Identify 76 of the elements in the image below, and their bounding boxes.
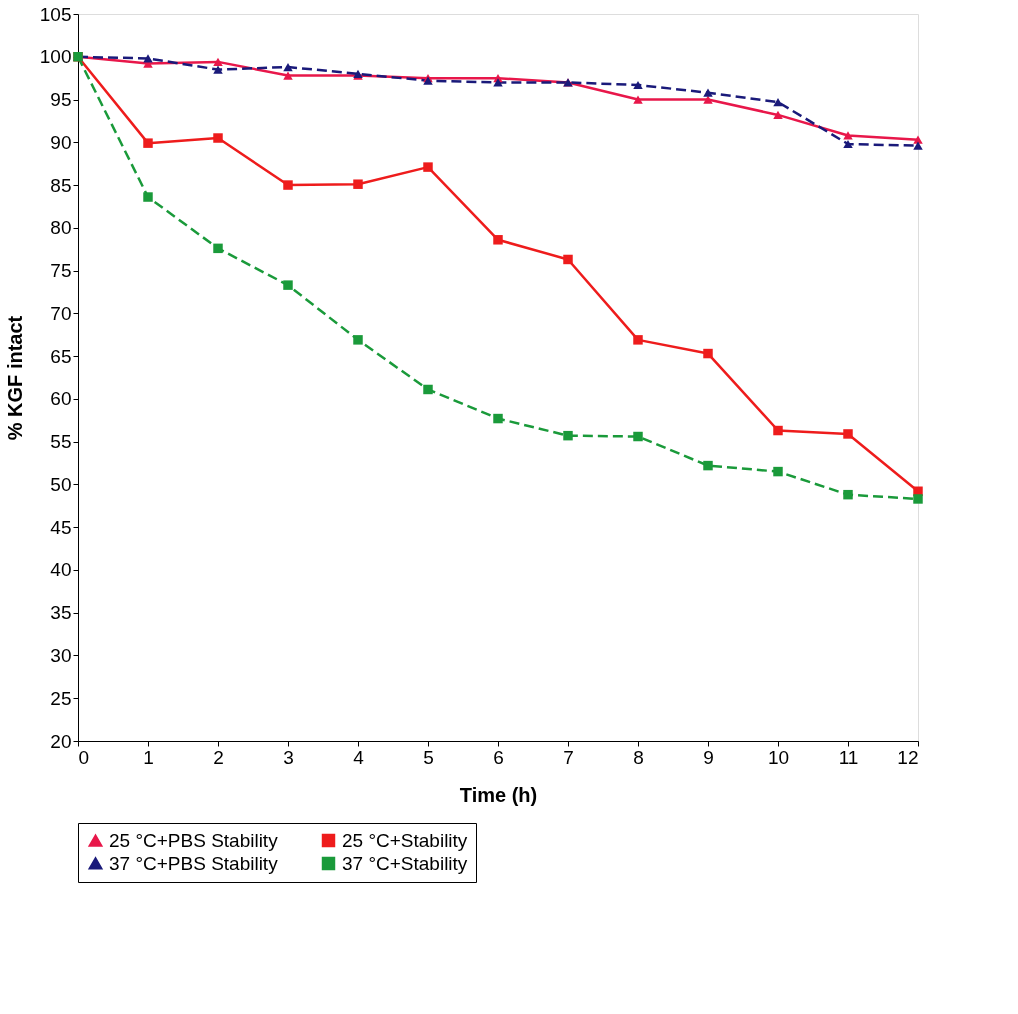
x-tick-label: 8 xyxy=(633,746,644,768)
y-tick-label: 70 xyxy=(50,302,72,324)
y-tick-label: 95 xyxy=(50,89,72,111)
x-tick-label: 4 xyxy=(353,746,365,768)
y-tick-label: 20 xyxy=(50,730,72,752)
point xyxy=(283,71,293,80)
legend-label: 37 °C+Stability xyxy=(342,852,468,874)
x-tick-label: 9 xyxy=(703,746,714,768)
point xyxy=(353,179,363,189)
point xyxy=(143,138,153,148)
y-tick-label: 35 xyxy=(50,602,72,624)
x-tick-label: 7 xyxy=(563,746,574,768)
y-tick-label: 80 xyxy=(50,217,72,239)
legend-label: 25 °C+PBS Stability xyxy=(109,829,279,851)
point xyxy=(633,80,643,90)
point xyxy=(213,243,223,254)
point xyxy=(213,65,223,74)
x-tick-label: 6 xyxy=(493,746,504,768)
point xyxy=(213,133,223,143)
point xyxy=(143,192,153,202)
point xyxy=(143,54,153,63)
legend-label: 37 °C+PBS Stability xyxy=(109,852,279,874)
point xyxy=(773,425,783,436)
point xyxy=(213,57,223,66)
point xyxy=(703,348,713,359)
y-tick-label: 40 xyxy=(50,559,72,581)
point xyxy=(773,97,783,107)
point xyxy=(493,235,503,245)
y-tick-label: 30 xyxy=(50,644,72,666)
point xyxy=(913,494,923,504)
y-tick-label: 50 xyxy=(50,473,72,495)
point xyxy=(843,489,853,500)
point xyxy=(563,430,573,441)
point xyxy=(283,62,293,72)
point xyxy=(633,335,643,345)
point xyxy=(493,413,503,424)
y-tick-label: 105 xyxy=(39,3,72,25)
point xyxy=(633,431,643,442)
y-tick-label: 100 xyxy=(39,46,72,68)
point xyxy=(493,78,503,87)
y-tick-label: 90 xyxy=(50,131,72,153)
point xyxy=(913,141,923,150)
y-axis-title: % KGF intact xyxy=(3,315,26,441)
legend-label: 25 °C+Stability xyxy=(342,829,468,851)
point xyxy=(913,135,923,144)
x-tick-label: 2 xyxy=(213,746,224,768)
x-tick-label: 3 xyxy=(283,746,294,768)
y-tick-label: 25 xyxy=(50,687,72,709)
y-tick-label: 60 xyxy=(50,388,72,410)
y-tick-label: 65 xyxy=(50,345,72,367)
point xyxy=(703,88,713,97)
point xyxy=(843,131,853,140)
point xyxy=(563,254,573,265)
x-tick-label: 0 xyxy=(78,746,90,768)
point xyxy=(633,95,643,104)
y-tick-label: 55 xyxy=(50,431,72,453)
point xyxy=(283,280,293,290)
point xyxy=(283,180,293,190)
point xyxy=(423,162,433,172)
point xyxy=(773,110,783,120)
point xyxy=(703,95,713,104)
x-tick-label: 5 xyxy=(423,746,434,768)
x-tick-label: 1 xyxy=(143,746,154,768)
y-tick-label: 45 xyxy=(50,516,72,538)
x-tick-label: 12 xyxy=(897,746,919,768)
x-tick-label: 10 xyxy=(767,746,790,768)
point xyxy=(703,460,713,471)
point xyxy=(353,335,363,345)
point xyxy=(843,429,853,439)
x-tick-label: 11 xyxy=(838,746,859,768)
y-tick-label: 75 xyxy=(50,260,72,282)
x-axis-title: Time (h) xyxy=(459,783,538,806)
point xyxy=(773,466,783,477)
point xyxy=(423,384,433,395)
point xyxy=(843,139,853,149)
y-tick-label: 85 xyxy=(50,174,72,196)
